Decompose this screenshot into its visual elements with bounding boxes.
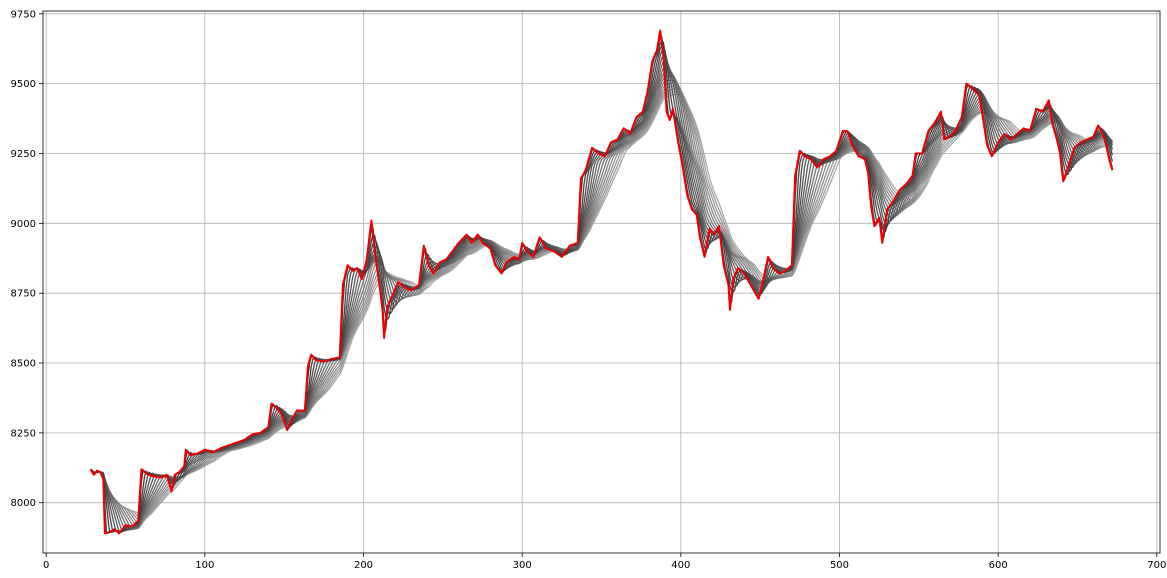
price-line-group	[89, 29, 1114, 535]
x-axis: 0 100 200 300 400 500 600 700	[43, 553, 1166, 571]
y-tick-label: 9250	[11, 149, 36, 160]
x-tick-label: 0	[43, 560, 49, 571]
y-tick-label: 8250	[11, 428, 36, 439]
price-line	[89, 29, 1114, 535]
x-tick-label: 400	[671, 560, 690, 571]
y-tick-label: 8750	[11, 289, 36, 300]
y-tick-label: 9500	[11, 79, 36, 90]
y-tick-label: 8000	[11, 498, 36, 509]
y-tick-label: 9000	[11, 219, 36, 230]
x-tick-label: 100	[195, 560, 214, 571]
x-tick-label: 700	[1147, 560, 1166, 571]
x-tick-label: 500	[830, 560, 849, 571]
x-tick-label: 200	[354, 560, 373, 571]
plot-frame	[42, 10, 1161, 554]
y-tick-label: 9750	[11, 9, 36, 20]
y-axis: 8000 8250 8500 8750 9000 9250 9500 9750	[11, 9, 43, 509]
x-tick-label: 600	[989, 560, 1008, 571]
x-tick-label: 300	[513, 560, 532, 571]
y-tick-label: 8500	[11, 359, 36, 370]
